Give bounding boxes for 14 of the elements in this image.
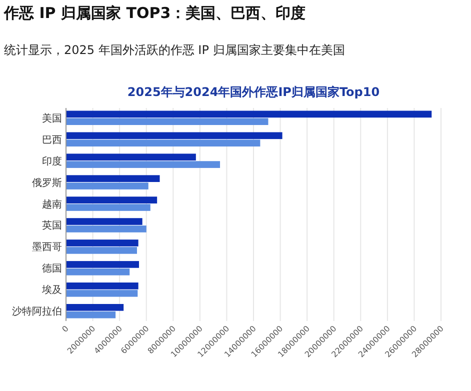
y-tick-label: 俄罗斯 bbox=[32, 176, 62, 189]
y-tick-label: 美国 bbox=[42, 112, 62, 124]
y-tick-label: 墨西哥 bbox=[32, 242, 62, 254]
y-tick-label: 德国 bbox=[42, 264, 62, 275]
x-tick-label: 0 bbox=[60, 324, 70, 334]
text: 统计显示，2025 年国外活跃的作恶 IP 归属国家主要集中在美国 bbox=[4, 43, 345, 57]
y-tick-label: 埃及 bbox=[41, 284, 62, 296]
y-tick-label: 越南 bbox=[42, 198, 62, 210]
y-tick-label: 沙特阿拉伯 bbox=[12, 306, 62, 318]
y-tick-label: 巴西 bbox=[42, 134, 62, 146]
y-tick-label: 印度 bbox=[42, 155, 62, 168]
y-tick-label: 英国 bbox=[42, 220, 62, 232]
text: 作恶 IP 归属国家 TOP3：美国、巴西、印度 bbox=[3, 4, 306, 22]
chart-title: 2025年与2024年国外作恶IP归属国家Top10 bbox=[127, 85, 380, 99]
